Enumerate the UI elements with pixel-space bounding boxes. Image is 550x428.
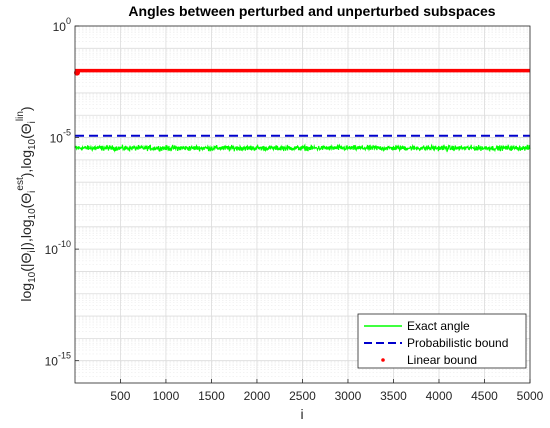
x-tick-label: 500 xyxy=(110,389,130,403)
y-tick-label: 10-5 xyxy=(50,128,71,146)
series-exact-angle xyxy=(74,143,531,153)
y-tick-label: 10-15 xyxy=(45,351,71,369)
y-axis-label: log10(|Θi|),log10(Θiest),log10(Θilin) xyxy=(15,106,38,301)
x-tick-label: 2500 xyxy=(289,389,316,403)
chart-title: Angles between perturbed and unperturbed… xyxy=(128,3,495,19)
legend-box xyxy=(357,313,527,369)
x-axis-label: i xyxy=(300,406,303,422)
legend-swatch-linear-bound xyxy=(381,358,385,362)
x-tick-label: 1500 xyxy=(198,389,225,403)
linear-bound-start-marker xyxy=(74,69,80,76)
x-tick-label: 3500 xyxy=(380,389,407,403)
x-tick-label: 4000 xyxy=(426,389,453,403)
legend-label: Exact angle xyxy=(407,319,470,333)
y-tick-label: 100 xyxy=(53,16,71,34)
y-axis-label-text: log10(|Θi|),log10(Θiest),log10(Θilin) xyxy=(15,106,38,301)
x-tick-label: 4500 xyxy=(471,389,498,403)
x-tick-label: 5000 xyxy=(517,389,544,403)
legend-label: Linear bound xyxy=(407,353,477,367)
x-tick-label: 3000 xyxy=(335,389,362,403)
x-tick-label: 1000 xyxy=(153,389,180,403)
y-tick-label: 10-10 xyxy=(45,239,71,257)
x-tick-label: 2000 xyxy=(244,389,271,403)
legend-label: Probabilistic bound xyxy=(407,336,508,350)
